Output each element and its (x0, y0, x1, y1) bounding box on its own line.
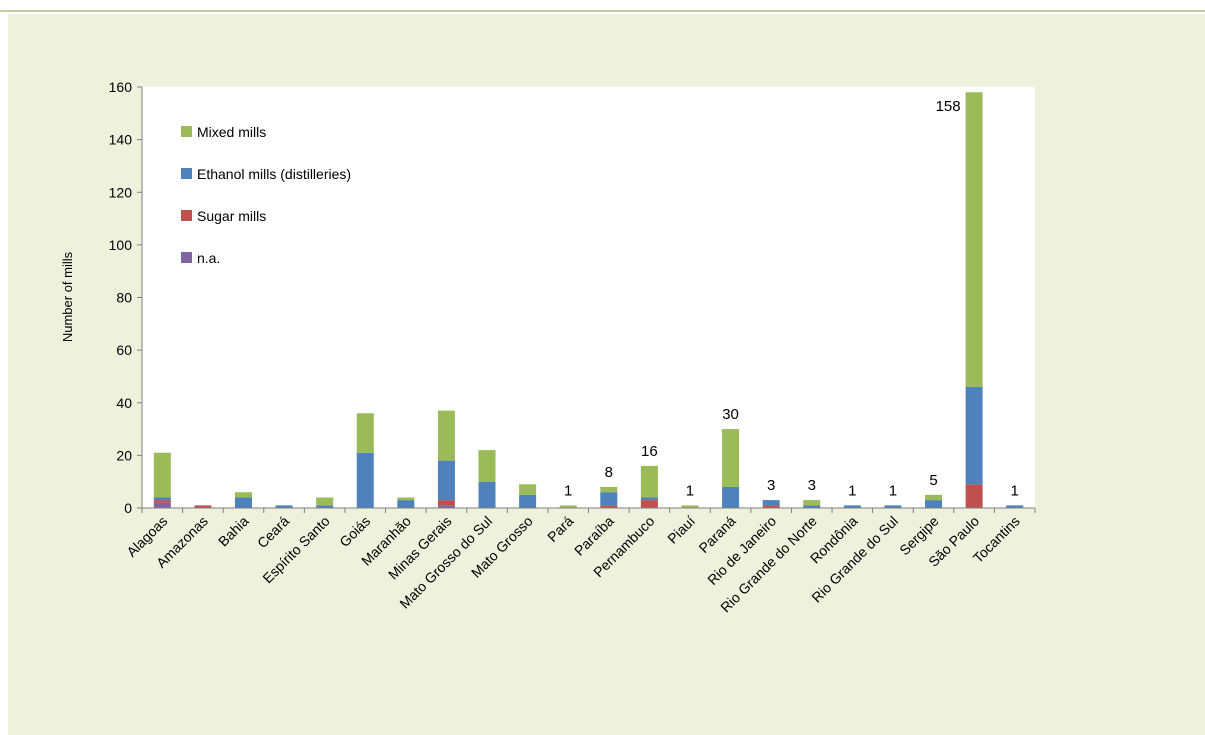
bar-mixed-mills-piaui[interactable] (681, 505, 699, 508)
bar-n-a-alagoas[interactable] (153, 502, 171, 508)
bar-ethanol-mills-distilleries-rio-de-janeiro[interactable] (762, 500, 780, 506)
bar-mixed-mills-bahia[interactable] (234, 492, 252, 498)
bar-ethanol-mills-distilleries-rondonia[interactable] (843, 505, 861, 508)
legend-label-mixed-mills: Mixed mills (197, 124, 266, 140)
x-tick-label-para: Pará (544, 513, 576, 545)
bar-mixed-mills-rio-grande-do-norte[interactable] (803, 500, 821, 506)
y-tick-label: 160 (109, 79, 133, 95)
y-tick-label: 120 (109, 184, 133, 200)
data-label-rio-de-janeiro: 3 (767, 477, 775, 494)
legend: Mixed mills Ethanol mills (distilleries) S… (181, 124, 351, 266)
bar-mixed-mills-espirito-santo[interactable] (316, 497, 334, 506)
legend-label-sugar-mills: Sugar mills (197, 208, 266, 224)
bar-ethanol-mills-distilleries-alagoas[interactable] (153, 497, 171, 501)
bar-ethanol-mills-distilleries-minas-gerais[interactable] (437, 460, 455, 501)
y-axis-title: Number of mills (60, 251, 75, 342)
x-tick-label-bahia: Bahia (215, 513, 252, 550)
y-tick-label: 60 (116, 342, 132, 358)
bar-mixed-mills-pernambuco[interactable] (640, 465, 658, 498)
data-label-tocantins: 1 (1011, 482, 1019, 499)
data-label-sergipe: 5 (929, 472, 937, 489)
chart-panel: 0 20 40 60 80 100 120 140 160 Alagoas Amazonas Bahi… (8, 14, 1205, 735)
bar-mixed-mills-mato-grosso[interactable] (519, 484, 537, 495)
data-label-rondonia: 1 (848, 482, 856, 499)
bar-ethanol-mills-distilleries-mato-grosso-do-sul[interactable] (478, 481, 496, 508)
bar-mixed-mills-maranhao[interactable] (397, 497, 415, 501)
bar-ethanol-mills-distilleries-tocantins[interactable] (1006, 505, 1024, 508)
x-tick-label-ceara: Ceará (254, 513, 292, 551)
legend-swatch-mixed-mills (181, 126, 192, 137)
data-labels-layer: 1 8 16 1 30 3 3 1 1 5 158 1 (564, 98, 1019, 499)
y-tick-label: 20 (116, 447, 132, 463)
y-tick-label: 0 (124, 500, 132, 516)
y-tick-label: 140 (109, 132, 133, 148)
legend-label-n-a: n.a. (197, 250, 220, 266)
data-label-rio-grande-do-norte: 3 (808, 477, 816, 494)
data-label-piaui: 1 (686, 482, 694, 499)
bar-sugar-mills-amazonas[interactable] (194, 505, 212, 508)
bar-ethanol-mills-distilleries-mato-grosso[interactable] (519, 494, 537, 508)
bar-ethanol-mills-distilleries-sergipe[interactable] (925, 500, 943, 508)
y-tick-label: 80 (116, 290, 132, 306)
legend-label-ethanol-mills-distilleries: Ethanol mills (distilleries) (197, 166, 351, 182)
bar-ethanol-mills-distilleries-ceara[interactable] (275, 505, 293, 508)
bar-ethanol-mills-distilleries-espirito-santo[interactable] (316, 505, 334, 508)
bar-mixed-mills-paraiba[interactable] (600, 486, 618, 493)
bar-mixed-mills-parana[interactable] (722, 429, 740, 487)
legend-swatch-n-a (181, 252, 192, 263)
bar-mixed-mills-para[interactable] (559, 505, 577, 508)
bar-sugar-mills-minas-gerais[interactable] (437, 500, 455, 506)
bar-ethanol-mills-distilleries-sao-paulo[interactable] (965, 386, 983, 485)
x-tick-label-goias: Goiás (336, 513, 373, 550)
data-label-paraiba: 8 (605, 464, 613, 481)
bar-mixed-mills-goias[interactable] (356, 413, 374, 453)
data-label-parana: 30 (722, 406, 739, 423)
bars-layer (153, 92, 1024, 508)
bar-ethanol-mills-distilleries-rio-grande-do-norte[interactable] (803, 505, 821, 508)
data-label-para: 1 (564, 482, 572, 499)
bar-ethanol-mills-distilleries-parana[interactable] (722, 486, 740, 508)
x-tick-label-piaui: Piauí (664, 513, 698, 547)
bar-ethanol-mills-distilleries-pernambuco[interactable] (640, 497, 658, 501)
bar-sugar-mills-sao-paulo[interactable] (965, 484, 983, 508)
top-rule (0, 10, 1205, 12)
bar-sugar-mills-pernambuco[interactable] (640, 500, 658, 508)
bar-ethanol-mills-distilleries-paraiba[interactable] (600, 492, 618, 506)
bar-mixed-mills-mato-grosso-do-sul[interactable] (478, 450, 496, 482)
bar-ethanol-mills-distilleries-maranhao[interactable] (397, 500, 415, 508)
data-label-rio-grande-do-sul: 1 (889, 482, 897, 499)
legend-swatch-ethanol-mills-distilleries (181, 168, 192, 179)
bar-mixed-mills-sergipe[interactable] (925, 494, 943, 501)
legend-swatch-sugar-mills (181, 210, 192, 221)
bar-sugar-mills-rio-de-janeiro[interactable] (762, 505, 780, 508)
bar-mixed-mills-alagoas[interactable] (153, 452, 171, 498)
y-tick-label: 100 (109, 237, 133, 253)
data-label-pernambuco: 16 (641, 443, 658, 460)
y-tick-label: 40 (116, 395, 132, 411)
bar-ethanol-mills-distilleries-goias[interactable] (356, 452, 374, 508)
bar-sugar-mills-paraiba[interactable] (600, 505, 618, 508)
data-label-sao-paulo: 158 (936, 98, 961, 115)
plot-area (142, 87, 1035, 508)
bar-ethanol-mills-distilleries-bahia[interactable] (234, 497, 252, 508)
bar-mixed-mills-minas-gerais[interactable] (437, 410, 455, 461)
bar-n-a-minas-gerais[interactable] (437, 505, 455, 508)
bar-mixed-mills-sao-paulo[interactable] (965, 92, 983, 387)
bar-sugar-mills-alagoas[interactable] (153, 500, 171, 503)
bar-ethanol-mills-distilleries-rio-grande-do-sul[interactable] (884, 505, 902, 508)
